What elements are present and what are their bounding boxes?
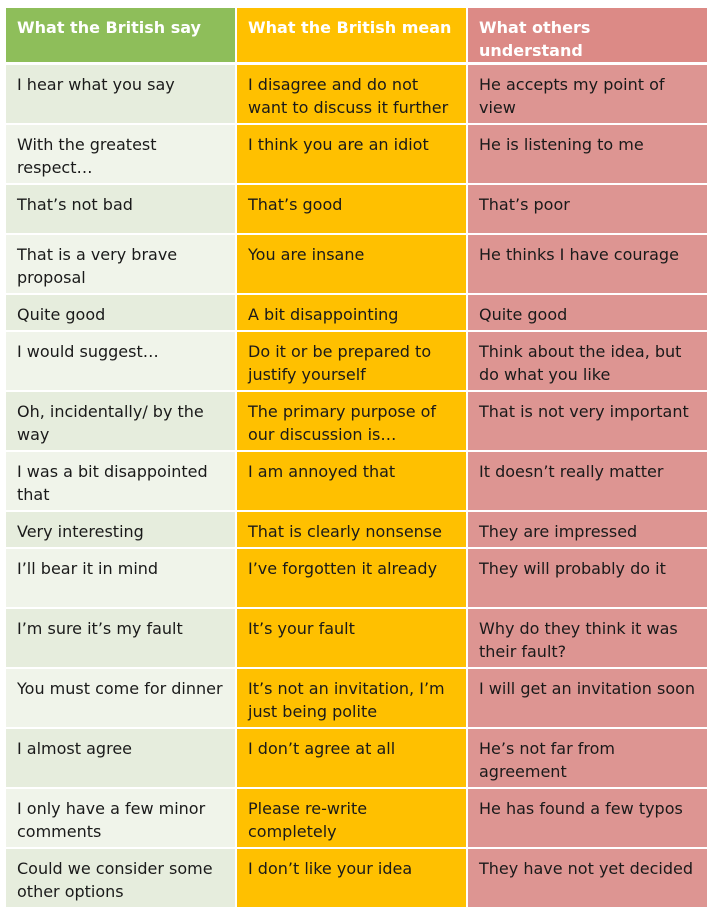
mean-cell: It’s not an invitation, I’m just being p… — [237, 669, 468, 729]
table-row: I’ll bear it in mind I’ve forgotten it a… — [6, 549, 707, 609]
table-row: You must come for dinner It’s not an inv… — [6, 669, 707, 729]
mean-cell: Do it or be prepared to justify yourself — [237, 332, 468, 392]
translation-table: What the British say What the British me… — [6, 8, 707, 909]
say-cell: That is a very brave proposal — [6, 235, 237, 295]
understand-cell: He accepts my point of view — [468, 65, 707, 125]
header-row: What the British say What the British me… — [6, 8, 707, 65]
table-row: Quite good A bit disappointing Quite goo… — [6, 295, 707, 332]
table-row: Very interesting That is clearly nonsens… — [6, 512, 707, 549]
say-cell: That’s not bad — [6, 185, 237, 235]
mean-cell: It’s your fault — [237, 609, 468, 669]
mean-cell: I am annoyed that — [237, 452, 468, 512]
understand-cell: That is not very important — [468, 392, 707, 452]
say-cell: You must come for dinner — [6, 669, 237, 729]
say-cell: Could we consider some other options — [6, 849, 237, 909]
understand-cell: Why do they think it was their fault? — [468, 609, 707, 669]
table-row: I would suggest… Do it or be prepared to… — [6, 332, 707, 392]
table-row: I was a bit disappointed that I am annoy… — [6, 452, 707, 512]
understand-cell: They have not yet decided — [468, 849, 707, 909]
mean-cell: I think you are an idiot — [237, 125, 468, 185]
understand-cell: He has found a few typos — [468, 789, 707, 849]
table-row: Could we consider some other options I d… — [6, 849, 707, 909]
mean-cell: I don’t agree at all — [237, 729, 468, 789]
understand-cell: They will probably do it — [468, 549, 707, 609]
say-cell: I was a bit disappointed that — [6, 452, 237, 512]
mean-cell: The primary purpose of our discussion is… — [237, 392, 468, 452]
mean-cell: I don’t like your idea — [237, 849, 468, 909]
table-row: I’m sure it’s my fault It’s your fault W… — [6, 609, 707, 669]
understand-cell: I will get an invitation soon — [468, 669, 707, 729]
say-cell: I’m sure it’s my fault — [6, 609, 237, 669]
table-row: With the greatest respect… I think you a… — [6, 125, 707, 185]
mean-cell: That’s good — [237, 185, 468, 235]
table-row: That’s not bad That’s good That’s poor — [6, 185, 707, 235]
understand-cell: It doesn’t really matter — [468, 452, 707, 512]
table-row: I only have a few minor comments Please … — [6, 789, 707, 849]
say-cell: Very interesting — [6, 512, 237, 549]
say-cell: I hear what you say — [6, 65, 237, 125]
table-row: Oh, incidentally/ by the way The primary… — [6, 392, 707, 452]
mean-cell: A bit disappointing — [237, 295, 468, 332]
say-cell: Quite good — [6, 295, 237, 332]
understand-cell: He’s not far from agreement — [468, 729, 707, 789]
say-cell: I almost agree — [6, 729, 237, 789]
understand-cell: He thinks I have courage — [468, 235, 707, 295]
column-header-british-mean: What the British mean — [237, 8, 468, 65]
understand-cell: He is listening to me — [468, 125, 707, 185]
say-cell: With the greatest respect… — [6, 125, 237, 185]
table-row: That is a very brave proposal You are in… — [6, 235, 707, 295]
table-row: I hear what you say I disagree and do no… — [6, 65, 707, 125]
mean-cell: You are insane — [237, 235, 468, 295]
understand-cell: That’s poor — [468, 185, 707, 235]
mean-cell: That is clearly nonsense — [237, 512, 468, 549]
say-cell: I only have a few minor comments — [6, 789, 237, 849]
mean-cell: I disagree and do not want to discuss it… — [237, 65, 468, 125]
column-header-others-understand: What others understand — [468, 8, 707, 65]
table-row: I almost agree I don’t agree at all He’s… — [6, 729, 707, 789]
mean-cell: Please re-write completely — [237, 789, 468, 849]
say-cell: I would suggest… — [6, 332, 237, 392]
column-header-british-say: What the British say — [6, 8, 237, 65]
mean-cell: I’ve forgotten it already — [237, 549, 468, 609]
understand-cell: Think about the idea, but do what you li… — [468, 332, 707, 392]
say-cell: I’ll bear it in mind — [6, 549, 237, 609]
say-cell: Oh, incidentally/ by the way — [6, 392, 237, 452]
understand-cell: Quite good — [468, 295, 707, 332]
understand-cell: They are impressed — [468, 512, 707, 549]
